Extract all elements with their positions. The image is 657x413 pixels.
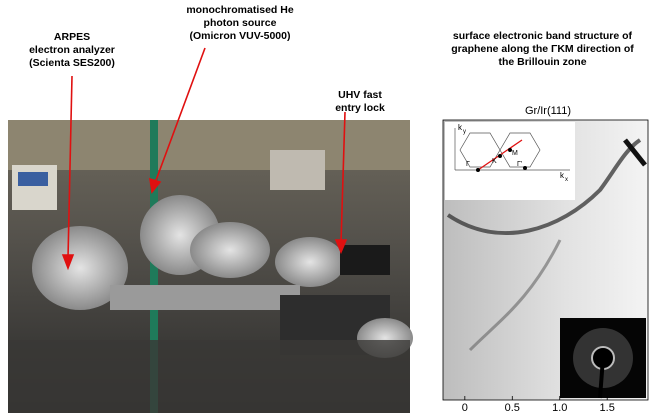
label-line: UHV fast <box>338 89 382 101</box>
x-tick-label: 1.0 <box>552 402 567 413</box>
inset-label: M <box>512 150 518 157</box>
title-line: graphene along the ΓKM direction of <box>451 43 634 55</box>
panel-title: surface electronic band structure of gra… <box>430 30 655 69</box>
label-line: photon source <box>203 17 277 29</box>
inset-label: k <box>560 171 565 180</box>
sample-label: Gr/Ir(111) <box>525 105 571 117</box>
label-line: (Omicron VUV-5000) <box>189 30 291 42</box>
inset-label: k <box>458 123 463 132</box>
label-line: entry lock <box>335 102 385 114</box>
label-line: ARPES <box>53 31 91 43</box>
inset-label: Γ <box>466 161 470 168</box>
inset-label: x <box>565 177 568 183</box>
arpes-image: k y k x Γ K M Γ' <box>442 119 649 401</box>
label-line: monochromatised He <box>186 4 294 16</box>
inset-label: K <box>492 158 497 165</box>
label-line: (Scienta SES200) <box>29 57 115 69</box>
x-tick-label: 0 <box>462 402 468 413</box>
label-line: electron analyzer <box>29 44 115 56</box>
title-line: the Brillouin zone <box>498 56 587 68</box>
title-line: surface electronic band structure of <box>452 30 633 42</box>
lock-label: UHV fast entry lock <box>325 89 395 115</box>
inset-label: Γ' <box>517 161 522 168</box>
pointer-arrows <box>61 47 348 271</box>
inset-label: y <box>463 129 466 135</box>
x-tick-label: 0.5 <box>505 402 520 413</box>
source-label: monochromatised He photon source (Omicro… <box>175 4 305 43</box>
x-tick-label: 1.5 <box>600 402 615 413</box>
analyzer-label: ARPES electron analyzer (Scienta SES200) <box>10 31 134 70</box>
